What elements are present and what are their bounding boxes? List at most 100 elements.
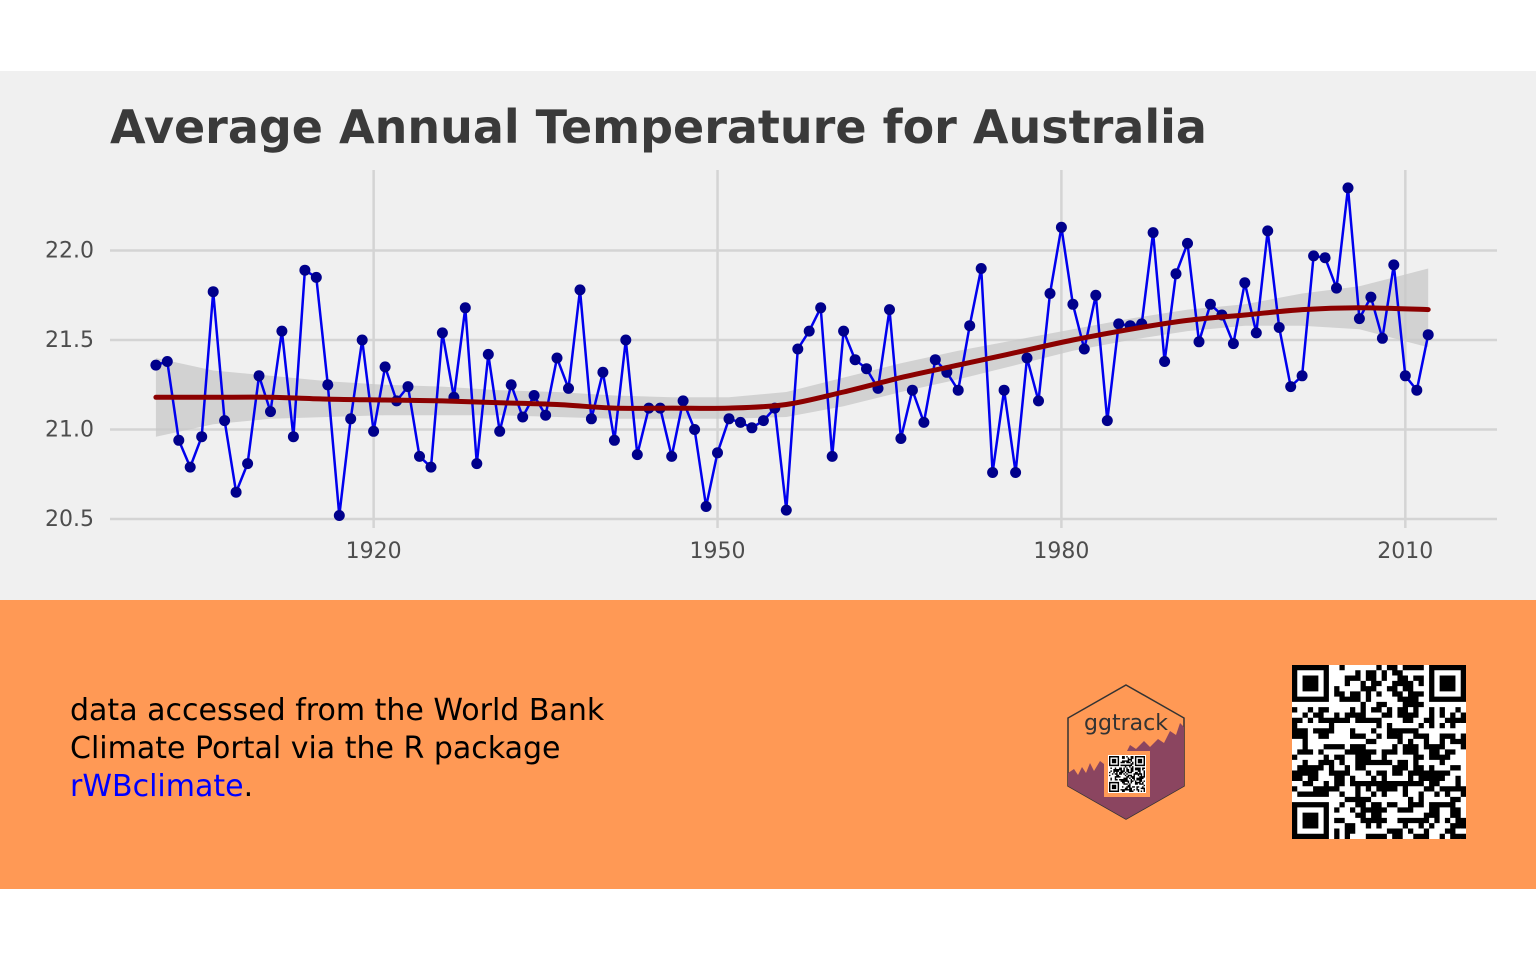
data-point xyxy=(1365,291,1377,303)
data-point xyxy=(884,304,895,316)
data-point xyxy=(402,381,414,393)
qr-code-icon[interactable] xyxy=(1292,665,1466,839)
y-tick-label: 21.0 xyxy=(45,418,94,443)
data-point xyxy=(1170,268,1182,280)
rwbclimate-link[interactable]: rWBclimate xyxy=(70,769,244,804)
data-point xyxy=(608,434,620,446)
data-point xyxy=(540,409,552,421)
data-point xyxy=(1147,227,1159,239)
data-point xyxy=(631,449,643,461)
x-tick-label: 1980 xyxy=(1033,539,1089,564)
observed-series xyxy=(155,186,1430,517)
observed-points xyxy=(150,182,1434,521)
data-point xyxy=(494,425,506,437)
data-point xyxy=(849,354,861,366)
axis-tick-labels: 20.5 21.0 21.5 22.0 1920 1950 1980 2010 xyxy=(45,239,1433,564)
x-tick-label: 1950 xyxy=(690,539,746,564)
data-point xyxy=(1227,338,1239,350)
data-point xyxy=(895,433,907,444)
data-point xyxy=(230,486,242,498)
data-point xyxy=(471,458,483,470)
data-point xyxy=(677,395,689,407)
data-point xyxy=(276,325,288,337)
x-tick-label: 1920 xyxy=(346,539,402,564)
data-point xyxy=(746,422,758,434)
data-point xyxy=(505,379,517,391)
data-point xyxy=(1033,395,1044,407)
data-point xyxy=(1331,282,1342,294)
grid xyxy=(110,170,1497,528)
data-point xyxy=(1399,370,1411,382)
data-point xyxy=(1342,182,1354,194)
data-point xyxy=(723,413,735,425)
data-point xyxy=(597,366,609,378)
data-point xyxy=(1422,329,1434,341)
data-point xyxy=(1353,313,1365,325)
data-point xyxy=(265,406,276,418)
data-point xyxy=(1101,415,1113,427)
data-point xyxy=(299,264,311,276)
y-tick-label: 22.0 xyxy=(45,239,94,264)
chart-title: Average Annual Temperature for Australia xyxy=(110,100,1207,154)
data-point xyxy=(987,467,999,478)
data-point xyxy=(929,354,941,366)
data-point xyxy=(1411,384,1423,396)
data-point xyxy=(1273,322,1285,333)
data-point xyxy=(219,415,231,427)
data-point xyxy=(310,271,322,283)
data-point xyxy=(861,363,872,375)
logo-text: ggtrack xyxy=(1084,711,1168,736)
data-point xyxy=(574,284,586,296)
caption-text: data accessed from the World Bank Climat… xyxy=(70,692,710,806)
data-point xyxy=(757,415,769,427)
data-point xyxy=(379,361,391,373)
data-point xyxy=(368,425,380,437)
data-point xyxy=(1113,318,1125,330)
smooth-line xyxy=(153,305,1431,411)
data-point xyxy=(792,343,804,355)
data-point xyxy=(1250,327,1262,339)
data-point xyxy=(173,434,185,446)
data-point xyxy=(826,450,838,462)
data-point xyxy=(436,327,448,339)
data-point xyxy=(1239,277,1251,289)
data-point xyxy=(287,431,299,443)
data-point xyxy=(815,302,827,314)
confidence-band xyxy=(155,268,1429,437)
data-point xyxy=(700,501,712,512)
data-point xyxy=(196,431,208,443)
data-point xyxy=(414,450,425,462)
data-point xyxy=(906,384,918,396)
data-point xyxy=(585,413,597,425)
data-point xyxy=(1055,221,1067,233)
data-point xyxy=(528,390,540,401)
data-point xyxy=(459,302,471,314)
data-point xyxy=(918,416,930,428)
data-point xyxy=(1090,289,1102,301)
data-point xyxy=(975,263,987,274)
data-point xyxy=(161,356,173,367)
data-point xyxy=(563,382,574,394)
data-point xyxy=(1296,370,1308,382)
y-tick-label: 20.5 xyxy=(45,507,94,532)
data-point xyxy=(1044,288,1056,299)
y-tick-label: 21.5 xyxy=(45,328,94,353)
data-point xyxy=(517,411,529,423)
data-point xyxy=(1285,381,1297,393)
data-point xyxy=(1308,250,1320,262)
data-point xyxy=(1159,356,1171,367)
data-point xyxy=(1010,467,1022,478)
data-point xyxy=(150,359,162,371)
data-point xyxy=(207,286,219,298)
data-point xyxy=(1319,252,1331,264)
data-point xyxy=(482,348,494,360)
confidence-band-area xyxy=(155,268,1429,437)
caption-main: data accessed from the World Bank Climat… xyxy=(70,693,605,766)
ggtrack-logo: ggtrack xyxy=(1067,684,1185,820)
data-point xyxy=(666,450,678,462)
data-point xyxy=(322,379,334,391)
data-point xyxy=(1388,259,1400,271)
data-point xyxy=(1021,352,1033,364)
data-point xyxy=(964,320,976,332)
data-point xyxy=(184,461,196,473)
